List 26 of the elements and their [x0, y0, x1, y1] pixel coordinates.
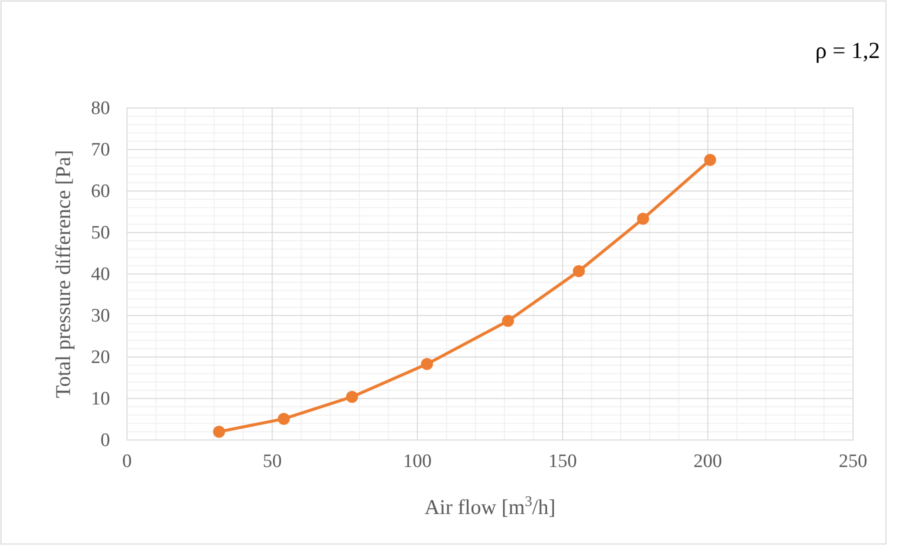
text: ρ = 1,2: [815, 38, 880, 63]
point: [637, 212, 650, 225]
y-axis-title: Total pressure difference [Pa]: [51, 150, 75, 398]
point: [502, 314, 514, 327]
x-tick-label: 250: [838, 451, 868, 472]
point: [346, 390, 358, 403]
point: [572, 265, 585, 278]
point: [420, 358, 433, 370]
point: [704, 154, 716, 166]
point: [213, 426, 226, 438]
x-axis-title: Air flow [m$^{3}$/h]: [424, 494, 556, 519]
y-tick-label: 80: [91, 98, 110, 119]
x-tick-label: 0: [122, 451, 132, 472]
x-tick-label: 150: [548, 451, 577, 472]
y-tick-label: 70: [91, 140, 110, 160]
y-tick-label: 40: [91, 264, 110, 285]
point: [278, 412, 290, 425]
y-tick-label: 10: [91, 388, 110, 410]
x-tick-label: 100: [403, 451, 432, 472]
y-tick-label: 20: [91, 347, 110, 368]
x-tick-label: 50: [262, 451, 282, 472]
y-tick-label: 50: [91, 222, 110, 244]
y-tick-label: 30: [91, 306, 110, 326]
y-tick-label: 60: [91, 181, 110, 202]
y-tick-label: 0: [100, 430, 110, 451]
x-tick-label: 200: [694, 451, 722, 472]
